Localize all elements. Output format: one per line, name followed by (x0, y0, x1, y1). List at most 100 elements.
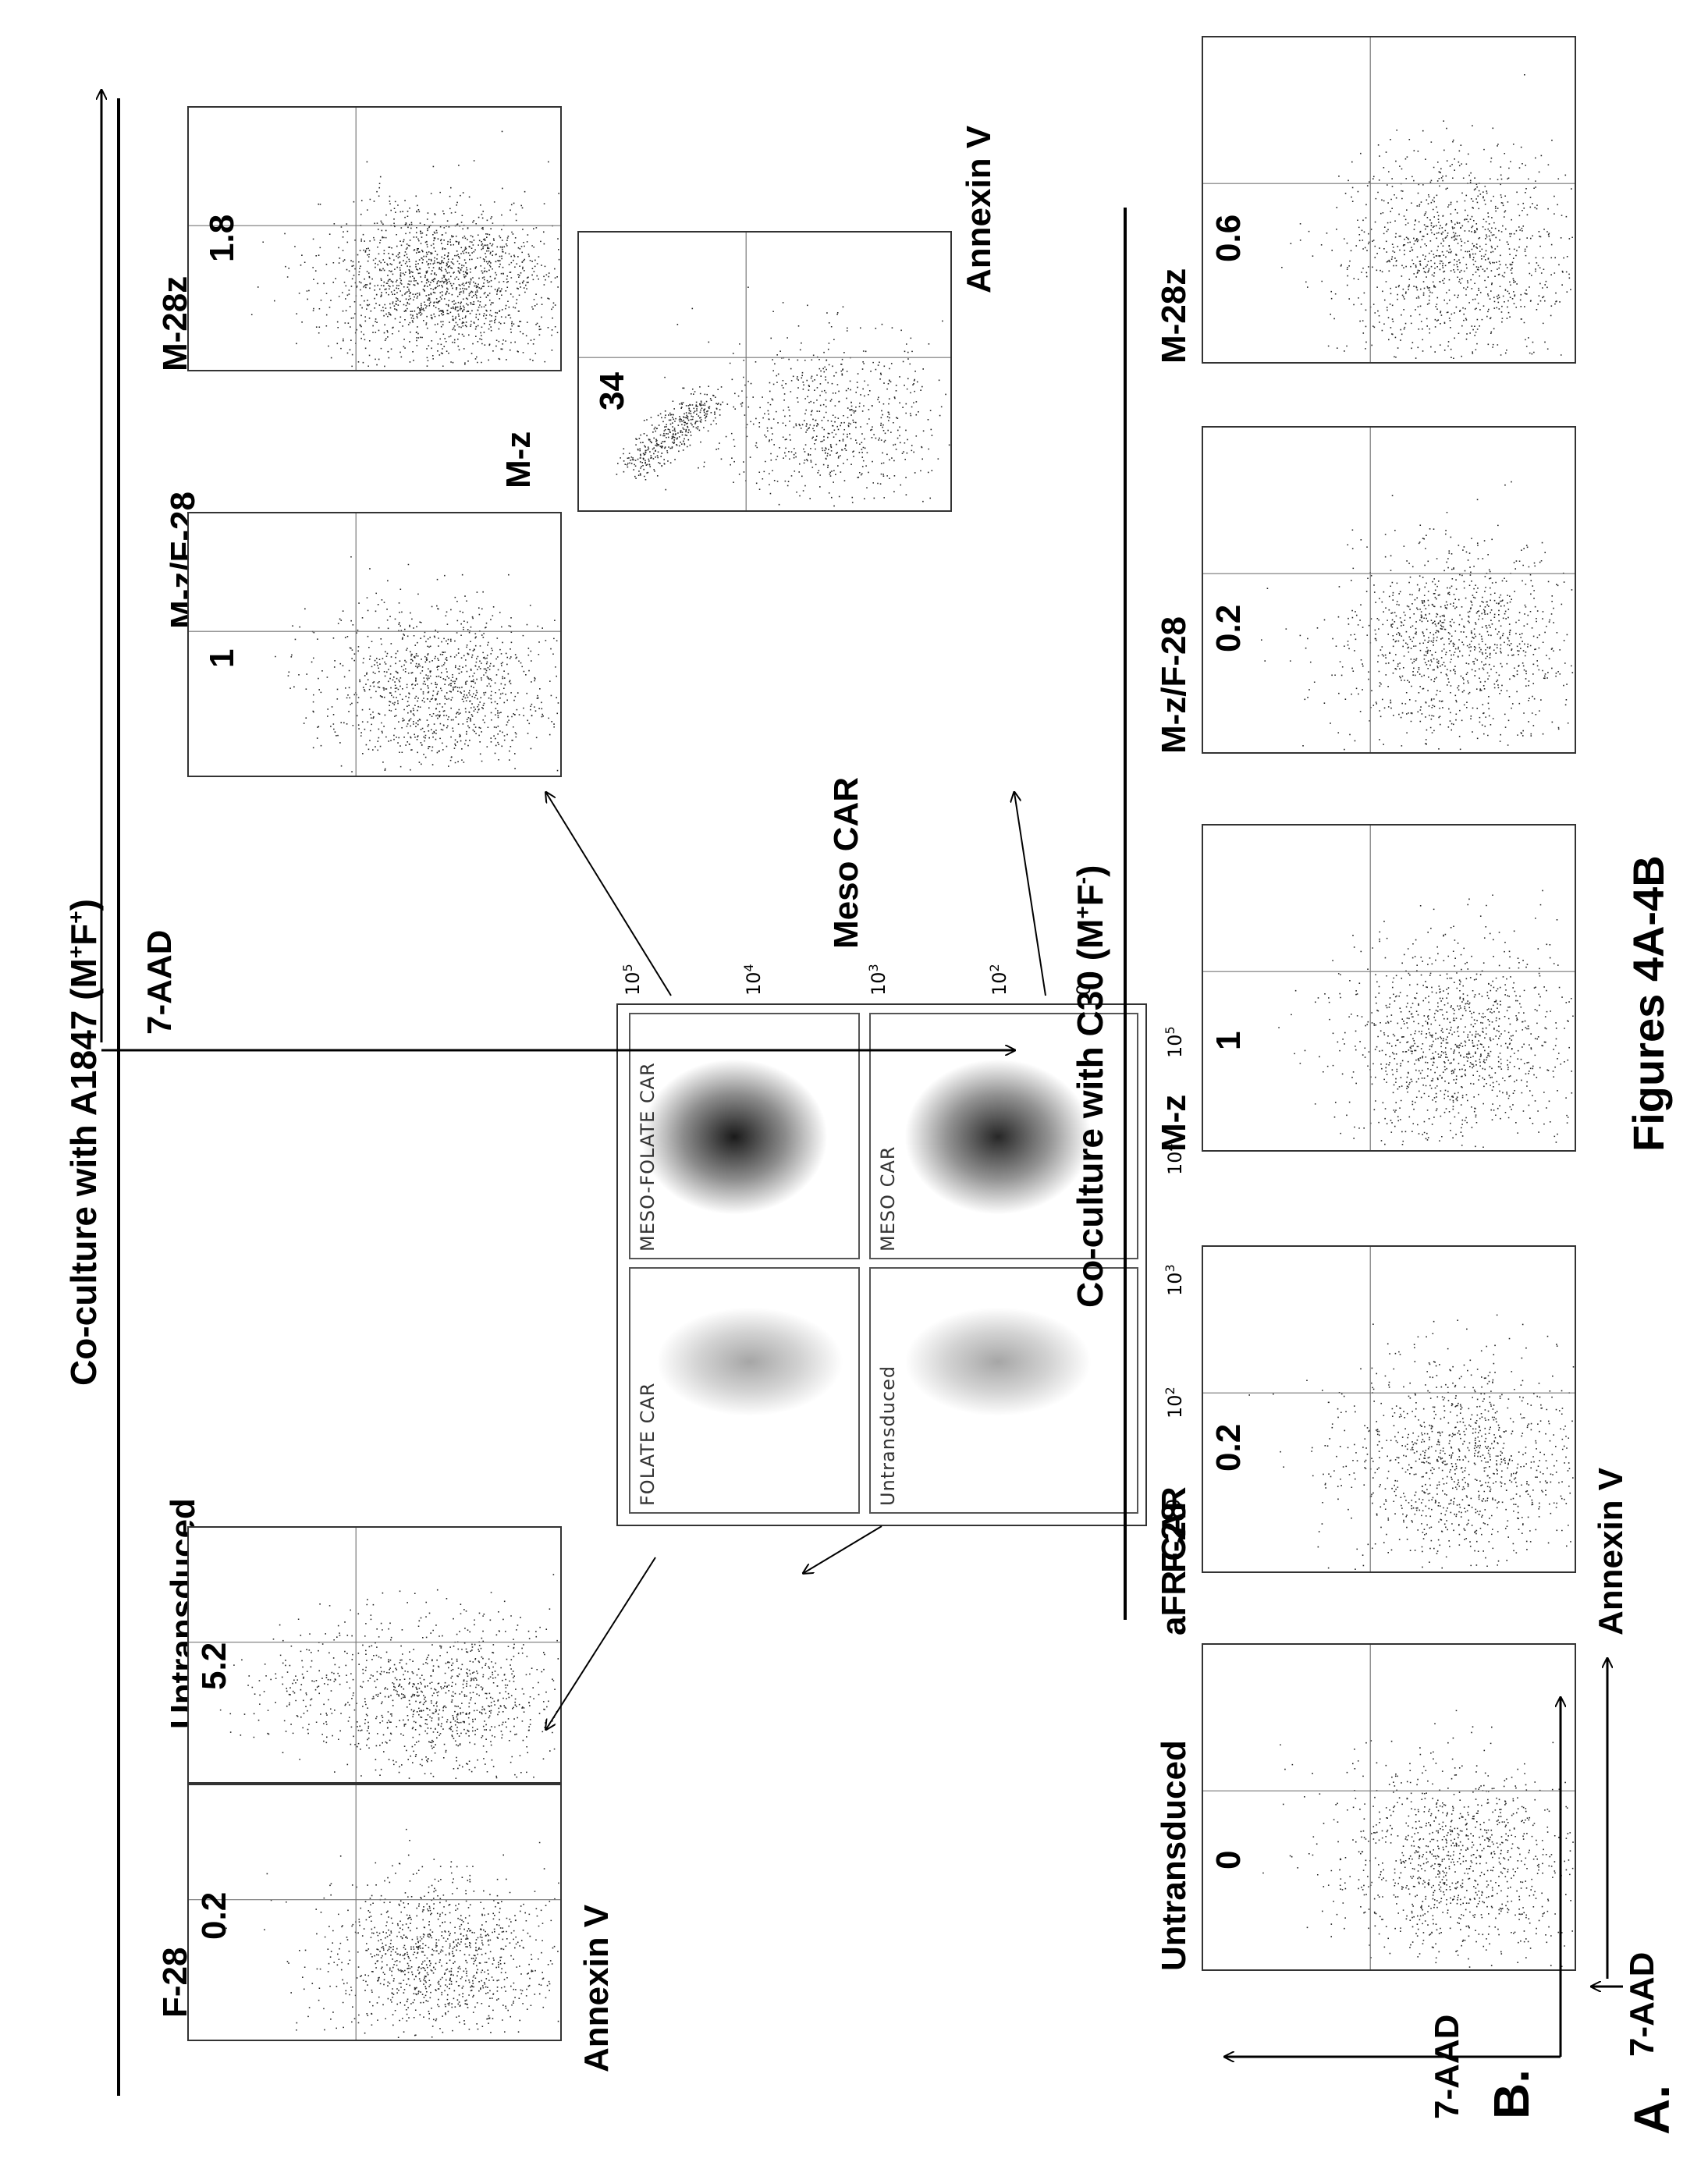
scatter-points (1281, 74, 1573, 360)
arrow-to-f28 (546, 1557, 656, 1729)
scatter-points (1260, 481, 1574, 751)
panel-b-header-sup2: - (1070, 876, 1095, 885)
plot-a-mzf28 (187, 512, 562, 777)
central-ytick-2-exp: 3 (866, 964, 881, 972)
scatter-points (1262, 1710, 1574, 1968)
plot-b-f28-value: 0.2 (1209, 1423, 1248, 1472)
scatter-points (1248, 1314, 1575, 1571)
panel-a-header-sup2: + (63, 911, 88, 924)
panel-b-rule (1124, 208, 1127, 1620)
density-population (656, 1307, 843, 1416)
plot-b-m28z-title: M-28z (1155, 268, 1193, 364)
plot-a-mz-scatter (579, 233, 950, 510)
scatter-dots (1248, 1314, 1575, 1571)
plot-b-m28z-scatter (1203, 37, 1575, 362)
density-population (904, 1059, 1092, 1215)
central-ytick-2: 103 (866, 964, 890, 996)
plot-b-untransduced-value: 0 (1209, 1850, 1248, 1870)
plot-b-mzf28-title: M-z/F-28 (1155, 616, 1193, 754)
central-y-axis-label: Meso CAR (827, 776, 865, 949)
panel-a-x-axis-left: Annexin V (577, 1904, 616, 2072)
arrow-to-mzf28 (546, 793, 672, 996)
scatter-points (616, 286, 950, 507)
central-xtick-3-base: 10 (1164, 1151, 1186, 1175)
plot-b-mzf28-value: 0.2 (1209, 604, 1248, 652)
panel-a-header-mid: F (63, 923, 104, 946)
plot-a-mz-value: 34 (593, 372, 631, 410)
panel-a-letter: A. (1624, 2085, 1680, 2135)
scatter-dots (250, 130, 560, 368)
gate-label-folate-car: FOLATE CAR (637, 1382, 659, 1506)
scatter-points (275, 556, 559, 772)
panel-b-y-axis: 7-AAD (1623, 1951, 1661, 2057)
central-ytick-1-exp: 2 (987, 964, 1002, 972)
central-xtick-2: 103 (1163, 1264, 1186, 1296)
scatter-dots (616, 286, 950, 507)
central-ytick-3-base: 10 (743, 971, 765, 996)
plot-b-f28-title: F-28 (1155, 1502, 1193, 1573)
panel-b-x-axis: Annexin V (1592, 1467, 1630, 1635)
panel-a-header-sup1: + (63, 945, 88, 959)
plot-a-f28-scatter (189, 1785, 560, 2040)
central-ytick-1-base: 10 (989, 971, 1010, 996)
scatter-dots (1278, 889, 1574, 1149)
central-ytick-3-exp: 4 (741, 964, 756, 972)
gate-label-untransduced: Untransduced (877, 1365, 899, 1506)
gate-meso-folate-car (629, 1013, 860, 1259)
plot-a-untransduced-value: 5.2 (195, 1642, 233, 1690)
plot-b-mz-scatter (1203, 826, 1575, 1150)
plot-b-untransduced (1202, 1643, 1576, 1971)
plot-b-mz-value: 1 (1209, 1031, 1248, 1050)
panel-b-header-sup1: + (1070, 906, 1095, 919)
arrow-to-mz (1014, 793, 1046, 996)
arrow-to-untransduced (804, 1525, 882, 1573)
plot-a-untransduced-scatter (189, 1528, 560, 1782)
scatter-dots (275, 556, 559, 772)
gate-label-meso-folate-car: MESO-FOLATE CAR (637, 1062, 659, 1252)
plot-a-mz (577, 231, 952, 512)
central-ytick-2-base: 10 (868, 971, 890, 996)
plot-a-mz-title: M-z (499, 431, 538, 488)
plot-b-untransduced-scatter (1203, 1645, 1575, 1969)
panel-a-header-end: ) (63, 899, 104, 911)
density-population (641, 1059, 828, 1215)
central-density (641, 1059, 1092, 1416)
plot-a-mzf28-scatter (189, 513, 560, 776)
scatter-dots (219, 1574, 559, 1779)
scatter-dots (1281, 74, 1573, 360)
plot-a-untransduced (187, 1526, 562, 1784)
panel-a-header: Co-culture with A1847 (M+F+) (62, 899, 105, 1386)
central-xtick-4: 105 (1163, 1026, 1186, 1058)
panel-b-header-end: ) (1070, 865, 1110, 877)
central-xtick-2-exp: 3 (1163, 1264, 1177, 1273)
plot-b-mzf28 (1202, 426, 1576, 754)
plot-b-mz (1202, 824, 1576, 1152)
plot-a-f28-value: 0.2 (195, 1891, 233, 1940)
density-population (904, 1307, 1092, 1416)
central-ytick-1: 102 (987, 964, 1010, 996)
central-ytick-4-base: 10 (622, 971, 644, 996)
central-ytick-4-exp: 5 (620, 964, 635, 972)
plot-a-m28z-value: 1.8 (203, 214, 241, 262)
plot-b-f28-scatter (1203, 1247, 1575, 1571)
panel-b-header-mid: F (1070, 884, 1110, 907)
panel-a-y-axis-right: 7-AAD (140, 929, 179, 1035)
plot-a-f28 (187, 1784, 562, 2041)
scatter-points (219, 1574, 559, 1779)
plot-b-m28z (1202, 36, 1576, 364)
scatter-points (1278, 889, 1574, 1149)
plot-b-m28z-value: 0.6 (1209, 214, 1248, 262)
gate-folate-car (629, 1267, 860, 1514)
central-ytick-4: 105 (620, 964, 644, 996)
central-xtick-4-exp: 5 (1163, 1026, 1177, 1035)
scatter-points (225, 1828, 559, 2039)
scatter-points (250, 130, 560, 368)
plot-b-f28 (1202, 1245, 1576, 1573)
plot-a-m28z (187, 106, 562, 371)
central-facs-plot: FOLATE CAR Untransduced MESO-FOLATE CAR … (616, 1003, 1147, 1526)
plot-b-mzf28-scatter (1203, 428, 1575, 752)
plot-b-untransduced-title: Untransduced (1155, 1740, 1193, 1971)
plot-a-m28z-scatter (189, 108, 560, 370)
panel-a-x-axis-right: Annexin V (960, 125, 998, 293)
